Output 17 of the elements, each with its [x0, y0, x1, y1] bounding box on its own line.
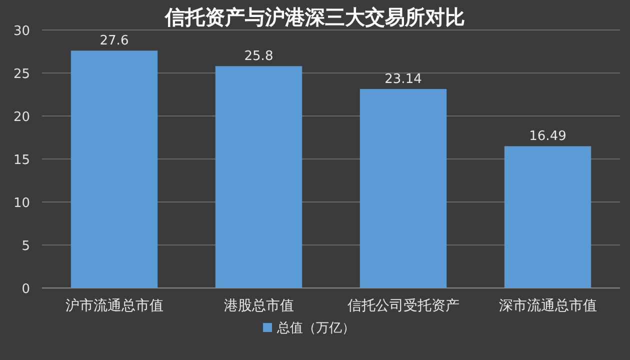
x-tick-label: 信托公司受托资产 [347, 298, 460, 314]
y-tick-label: 0 [22, 282, 30, 297]
y-tick-label: 10 [13, 196, 30, 211]
x-tick-label: 深市流通总市值 [498, 298, 597, 314]
y-tick-label: 20 [13, 110, 30, 125]
y-tick-label: 25 [13, 67, 30, 82]
data-label: 25.8 [244, 49, 274, 64]
chart-title: 信托资产与沪港深三大交易所对比 [164, 5, 465, 29]
legend-label: 总值（万亿） [276, 321, 355, 336]
y-tick-label: 30 [13, 24, 30, 39]
data-label: 23.14 [384, 72, 422, 87]
data-label: 27.6 [100, 34, 129, 49]
data-label: 16.49 [529, 129, 566, 144]
y-tick-label: 15 [13, 153, 30, 168]
x-tick-label: 沪市流通总市值 [65, 298, 164, 314]
x-tick-label: 港股总市值 [224, 298, 294, 314]
y-tick-label: 5 [22, 239, 30, 254]
